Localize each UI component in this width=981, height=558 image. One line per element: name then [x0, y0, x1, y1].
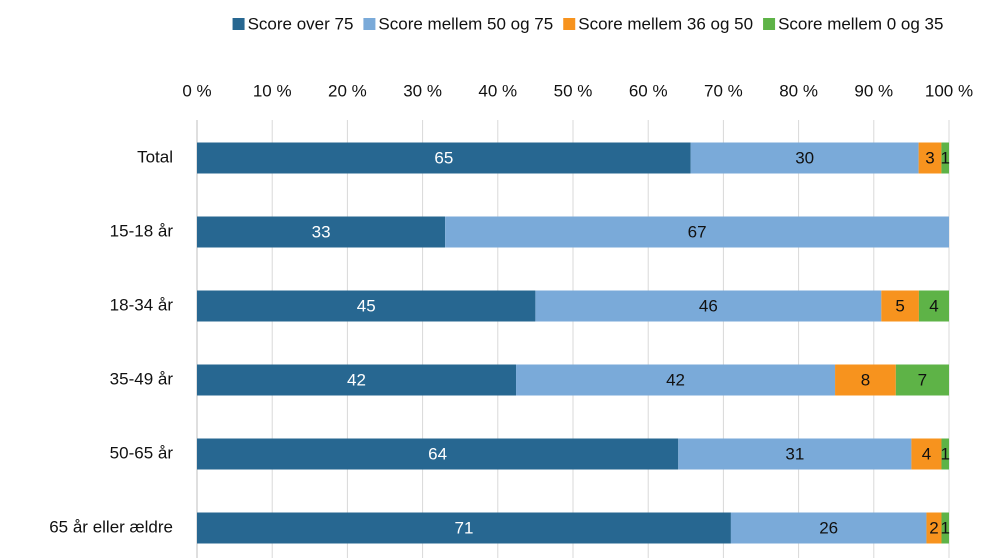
data-label: 71	[454, 518, 473, 537]
y-tick-label: 15-18 år	[110, 221, 174, 240]
data-label: 4	[922, 444, 931, 463]
legend-label: Score mellem 50 og 75	[378, 14, 553, 33]
data-label: 46	[699, 296, 718, 315]
x-tick-label: 70 %	[704, 81, 743, 100]
data-label: 26	[819, 518, 838, 537]
bar-segment	[941, 512, 949, 544]
data-label: 1	[940, 148, 949, 167]
bar-segment	[678, 438, 912, 470]
bar-segment	[881, 290, 919, 322]
bar-segment	[535, 290, 882, 322]
bar-segment	[197, 512, 731, 544]
data-label: 5	[895, 296, 904, 315]
x-tick-label: 0 %	[182, 81, 211, 100]
y-tick-label: 35-49 år	[110, 369, 174, 388]
data-label: 33	[312, 222, 331, 241]
bar-segment	[918, 290, 949, 322]
legend-label: Score over 75	[248, 14, 354, 33]
legend-swatch	[563, 18, 576, 30]
y-tick-label: Total	[137, 147, 173, 166]
y-tick-label: 65 år eller ældre	[49, 517, 173, 536]
bar-segment	[445, 216, 949, 248]
x-tick-label: 50 %	[554, 81, 593, 100]
data-label: 1	[941, 444, 950, 463]
data-label: 2	[929, 518, 938, 537]
bar-segment	[197, 142, 691, 174]
data-label: 8	[861, 370, 870, 389]
data-label: 31	[785, 444, 804, 463]
data-label: 4	[929, 296, 938, 315]
x-tick-label: 10 %	[253, 81, 292, 100]
x-tick-label: 80 %	[779, 81, 818, 100]
bar-segment	[516, 364, 836, 396]
bar-segment	[941, 142, 949, 174]
data-label: 3	[925, 148, 934, 167]
bar-segment	[730, 512, 927, 544]
x-tick-label: 60 %	[629, 81, 668, 100]
bar-segment	[197, 290, 536, 322]
bar-segment	[941, 438, 949, 470]
legend-label: Score mellem 36 og 50	[578, 14, 753, 33]
bar-segment	[197, 364, 517, 396]
legend-swatch	[363, 18, 376, 30]
x-tick-label: 40 %	[478, 81, 517, 100]
data-label: 45	[357, 296, 376, 315]
bar-segment	[835, 364, 896, 396]
bar-segment	[926, 512, 942, 544]
bar-segment	[197, 438, 679, 470]
y-tick-label: 50-65 år	[110, 443, 174, 462]
bar-segment	[690, 142, 919, 174]
bar-segment	[918, 142, 942, 174]
data-label: 64	[428, 444, 447, 463]
legend-swatch	[763, 18, 776, 30]
bar-segment	[911, 438, 942, 470]
x-tick-label: 100 %	[925, 81, 973, 100]
data-label: 42	[347, 370, 366, 389]
x-tick-label: 20 %	[328, 81, 367, 100]
y-tick-label: 18-34 år	[110, 295, 174, 314]
bar-segment	[895, 364, 949, 396]
bar-segment	[197, 216, 446, 248]
x-tick-label: 30 %	[403, 81, 442, 100]
data-label: 30	[795, 148, 814, 167]
legend-label: Score mellem 0 og 35	[778, 14, 943, 33]
data-label: 42	[666, 370, 685, 389]
data-label: 1	[941, 518, 950, 537]
data-label: 7	[918, 370, 927, 389]
x-tick-label: 90 %	[854, 81, 893, 100]
legend-swatch	[232, 18, 245, 30]
data-label: 65	[434, 148, 453, 167]
data-label: 67	[688, 222, 707, 241]
